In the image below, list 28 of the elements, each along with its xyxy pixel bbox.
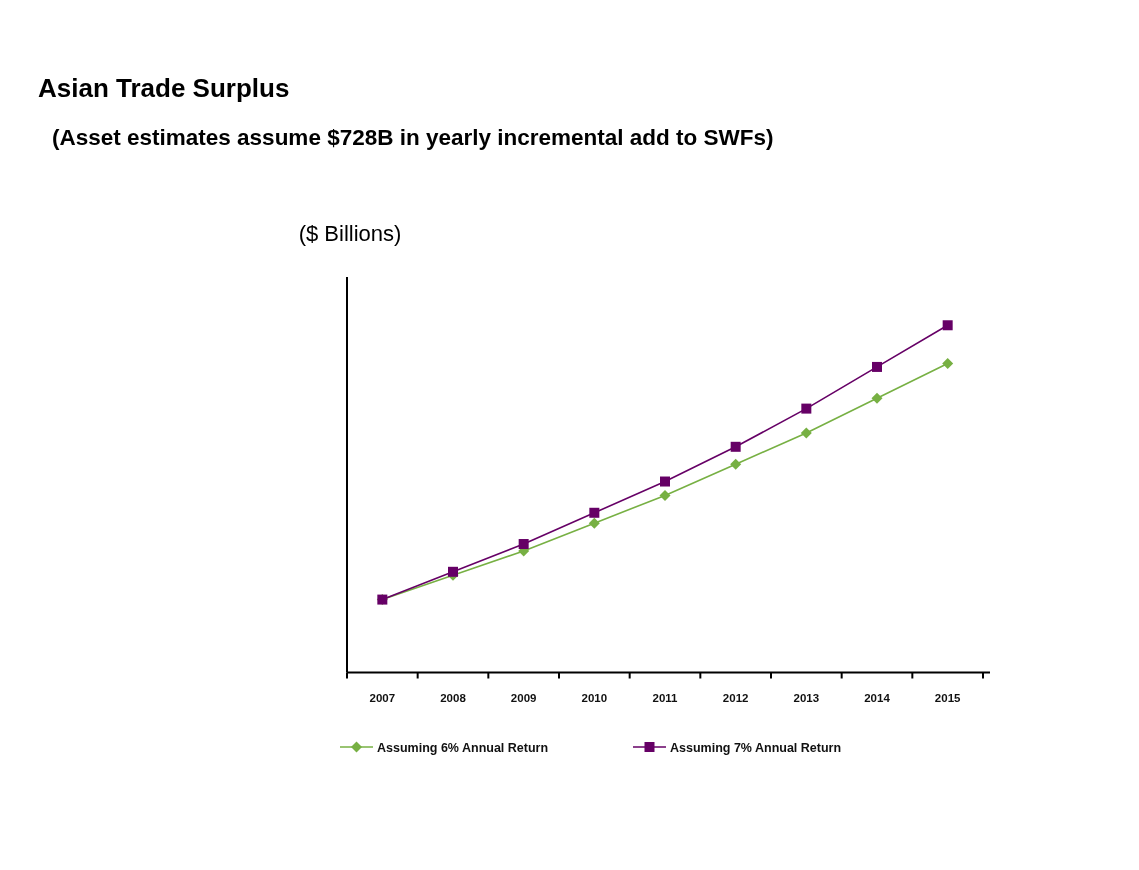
x-tick-label: 2007 xyxy=(369,692,396,704)
x-tick-label: 2014 xyxy=(864,692,891,704)
x-tick-label: 2009 xyxy=(510,692,537,704)
chart-subtitle: (Asset estimates assume $728B in yearly incremental add to SWFs) xyxy=(52,125,774,150)
point xyxy=(448,566,458,577)
y-axis-title: ($ Billions) xyxy=(298,221,402,246)
x-tick-label: 2013 xyxy=(793,692,820,704)
point xyxy=(730,441,741,452)
point xyxy=(872,361,882,372)
x-tick-label: 2012 xyxy=(722,692,749,704)
chart-title: Asian Trade Surplus xyxy=(38,73,290,103)
point xyxy=(659,489,671,501)
point xyxy=(871,392,883,404)
point xyxy=(588,517,600,529)
legend-label: Assuming 7% Annual Return xyxy=(670,740,842,755)
x-tick-label: 2010 xyxy=(581,692,608,704)
x-tick-label: 2008 xyxy=(440,692,467,704)
x-tick-label: 2015 xyxy=(934,692,962,704)
point xyxy=(801,403,812,414)
legend-label: Assuming 6% Annual Return xyxy=(377,740,549,755)
point xyxy=(800,427,812,439)
point xyxy=(518,539,529,550)
point xyxy=(942,357,954,369)
point xyxy=(589,507,600,518)
x-tick-label: 2011 xyxy=(652,692,679,704)
point xyxy=(730,458,742,470)
point xyxy=(942,320,953,331)
point xyxy=(660,476,670,487)
